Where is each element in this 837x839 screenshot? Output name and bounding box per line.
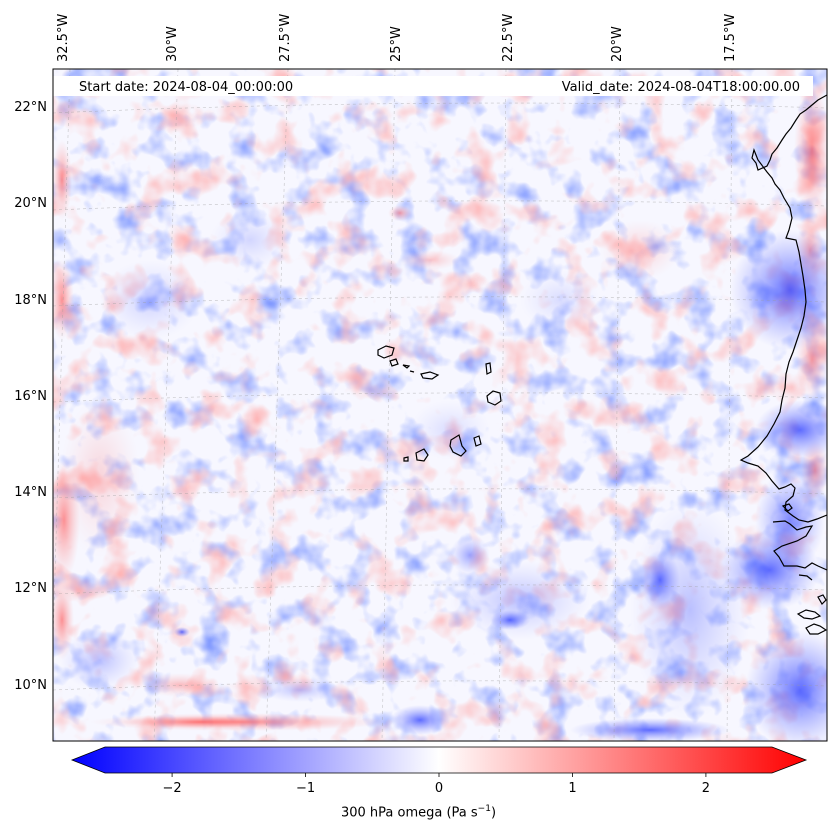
lat-label-16n: 16°N bbox=[14, 389, 47, 404]
africa-coastline bbox=[739, 94, 827, 635]
omega-field bbox=[53, 69, 827, 741]
colorbar-tick-label: 0 bbox=[435, 781, 443, 796]
colorbar-tick-label: 2 bbox=[702, 781, 710, 796]
lon-label-32-5w: 32.5°W bbox=[56, 14, 71, 62]
map-frame bbox=[52, 68, 828, 742]
lon-label-25w: 25°W bbox=[389, 26, 404, 62]
lat-label-14n: 14°N bbox=[14, 485, 47, 500]
colorbar-tick-label: −2 bbox=[163, 781, 182, 796]
lat-label-22n: 22°N bbox=[14, 100, 47, 115]
lon-label-30w: 30°W bbox=[165, 26, 180, 62]
graticule bbox=[53, 69, 827, 741]
colorbar-label: 300 hPa omega (Pa s−1) bbox=[340, 804, 497, 821]
lon-label-22-5w: 22.5°W bbox=[501, 14, 516, 62]
valid-date-text: Valid_date: 2024-08-04T18:00:00.00 bbox=[562, 80, 800, 95]
lat-label-18n: 18°N bbox=[14, 293, 47, 308]
lat-label-10n: 10°N bbox=[14, 678, 47, 693]
colorbar: −2 −1 0 1 2 bbox=[70, 746, 808, 796]
colorbar-tick-label: 1 bbox=[568, 781, 576, 796]
colorbar-ticks: −2 −1 0 1 2 bbox=[163, 773, 710, 796]
lat-label-20n: 20°N bbox=[14, 196, 47, 211]
colorbar-tick-label: −1 bbox=[296, 781, 315, 796]
latitude-labels: 22°N 20°N 18°N 16°N 14°N 12°N 10°N bbox=[14, 100, 47, 693]
start-date-text: Start date: 2024-08-04_00:00:00 bbox=[79, 80, 293, 95]
cape-verde-islands bbox=[377, 345, 502, 462]
longitude-labels: 32.5°W 30°W 27.5°W 25°W 22.5°W 20°W 17.5… bbox=[56, 14, 738, 62]
colorbar-bar bbox=[70, 746, 808, 774]
lon-label-20w: 20°W bbox=[610, 26, 625, 62]
lat-label-12n: 12°N bbox=[14, 581, 47, 596]
lon-label-17-5w: 17.5°W bbox=[723, 14, 738, 62]
lon-label-27-5w: 27.5°W bbox=[278, 14, 293, 62]
